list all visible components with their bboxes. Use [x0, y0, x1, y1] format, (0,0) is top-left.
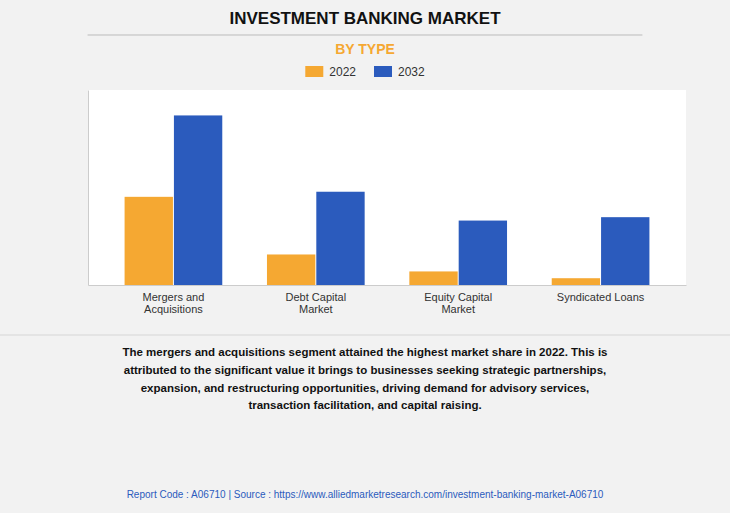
- chart: INVESTMENT BANKING MARKET BY TYPE 2022 2032…: [0, 0, 730, 513]
- subtitle: BY TYPE: [335, 41, 395, 57]
- x-tick: Syndicated Loans: [557, 285, 645, 303]
- bar: [459, 221, 507, 285]
- bar: [125, 197, 173, 285]
- legend-swatch: [374, 66, 392, 77]
- legend: 2022 2032: [305, 65, 425, 79]
- x-tick: Mergers andAcquisitions: [143, 285, 205, 315]
- legend-item: 2022: [305, 65, 356, 79]
- legend-label: 2022: [329, 65, 356, 79]
- x-tick-label: Equity CapitalMarket: [424, 291, 492, 316]
- x-axis: Mergers andAcquisitions Debt CapitalMarke…: [89, 285, 687, 315]
- x-tick: Equity CapitalMarket: [424, 285, 492, 315]
- separator: [0, 335, 730, 336]
- x-tick-label: Debt CapitalMarket: [286, 291, 347, 316]
- footer: Report Code : A06710 | Source : https://…: [127, 489, 604, 500]
- bar: [267, 254, 315, 285]
- series: [174, 115, 649, 285]
- background: [0, 0, 730, 513]
- legend-swatch: [305, 66, 323, 77]
- legend-label: 2032: [398, 65, 425, 79]
- x-tick-label: Syndicated Loans: [557, 291, 645, 303]
- title-rule: [88, 35, 643, 36]
- legend-item: 2032: [374, 65, 425, 79]
- plot-area: [88, 90, 686, 285]
- x-axis-line: [89, 285, 687, 286]
- bar: [409, 271, 457, 285]
- y-axis: [88, 91, 89, 286]
- bar: [174, 115, 222, 285]
- annotation: The mergers and acquisitions segment att…: [122, 346, 607, 411]
- bar: [601, 217, 649, 285]
- title: INVESTMENT BANKING MARKET: [229, 9, 501, 28]
- x-tick-label: Mergers andAcquisitions: [143, 291, 205, 316]
- bar: [316, 192, 364, 285]
- bars: [125, 115, 650, 285]
- y-axis-line: [88, 91, 89, 286]
- bar: [552, 278, 600, 285]
- x-tick: Debt CapitalMarket: [286, 285, 347, 315]
